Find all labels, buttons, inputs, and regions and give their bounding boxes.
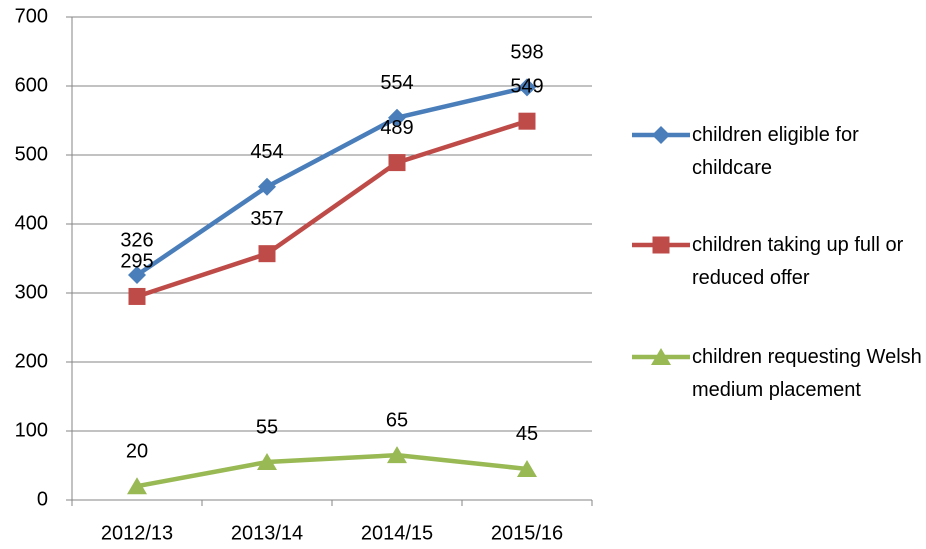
- data-point: [518, 112, 536, 130]
- data-point: [388, 154, 406, 172]
- y-tick-label: 700: [15, 5, 48, 27]
- data-label: 554: [380, 72, 413, 94]
- x-tick-label: 2015/16: [491, 522, 563, 544]
- data-point: [258, 177, 276, 196]
- y-tick-label: 300: [15, 281, 48, 303]
- y-tick-label: 500: [15, 143, 48, 165]
- data-point: [128, 287, 146, 305]
- data-label: 598: [510, 42, 543, 64]
- data-label: 20: [126, 440, 148, 462]
- data-point: [258, 245, 276, 263]
- data-label: 454: [250, 141, 283, 163]
- x-tick-label: 2014/15: [361, 522, 433, 544]
- data-label: 45: [516, 423, 538, 445]
- data-label: 326: [120, 229, 153, 251]
- data-label: 65: [386, 409, 408, 431]
- legend-marker: [652, 236, 670, 254]
- data-point: [517, 459, 537, 477]
- data-label: 55: [256, 416, 278, 438]
- data-point: [127, 477, 147, 495]
- x-tick-label: 2012/13: [101, 522, 173, 544]
- x-tick-label: 2013/14: [231, 522, 303, 544]
- legend-label: children eligible for childcare: [692, 123, 859, 179]
- y-tick-label: 400: [15, 212, 48, 234]
- series-line: [136, 452, 528, 489]
- y-tick-label: 0: [37, 488, 48, 510]
- y-tick-label: 200: [15, 350, 48, 372]
- legend-marker: [652, 126, 670, 144]
- y-tick-label: 100: [15, 419, 48, 441]
- data-label: 357: [250, 208, 283, 230]
- data-point: [387, 446, 407, 464]
- y-tick-label: 600: [15, 74, 48, 96]
- series-line: [136, 119, 528, 299]
- data-point: [257, 453, 277, 471]
- data-label: 295: [120, 251, 153, 273]
- data-label: 549: [510, 75, 543, 97]
- legend-marker: [651, 348, 671, 365]
- series-line: [135, 85, 528, 277]
- data-point: [518, 78, 536, 97]
- legend-label: children taking up full or reduced offer: [692, 233, 904, 289]
- data-point: [388, 108, 406, 127]
- data-point: [128, 266, 146, 285]
- data-label: 489: [380, 117, 413, 139]
- legend-label: children requesting Welsh medium placeme…: [692, 345, 922, 401]
